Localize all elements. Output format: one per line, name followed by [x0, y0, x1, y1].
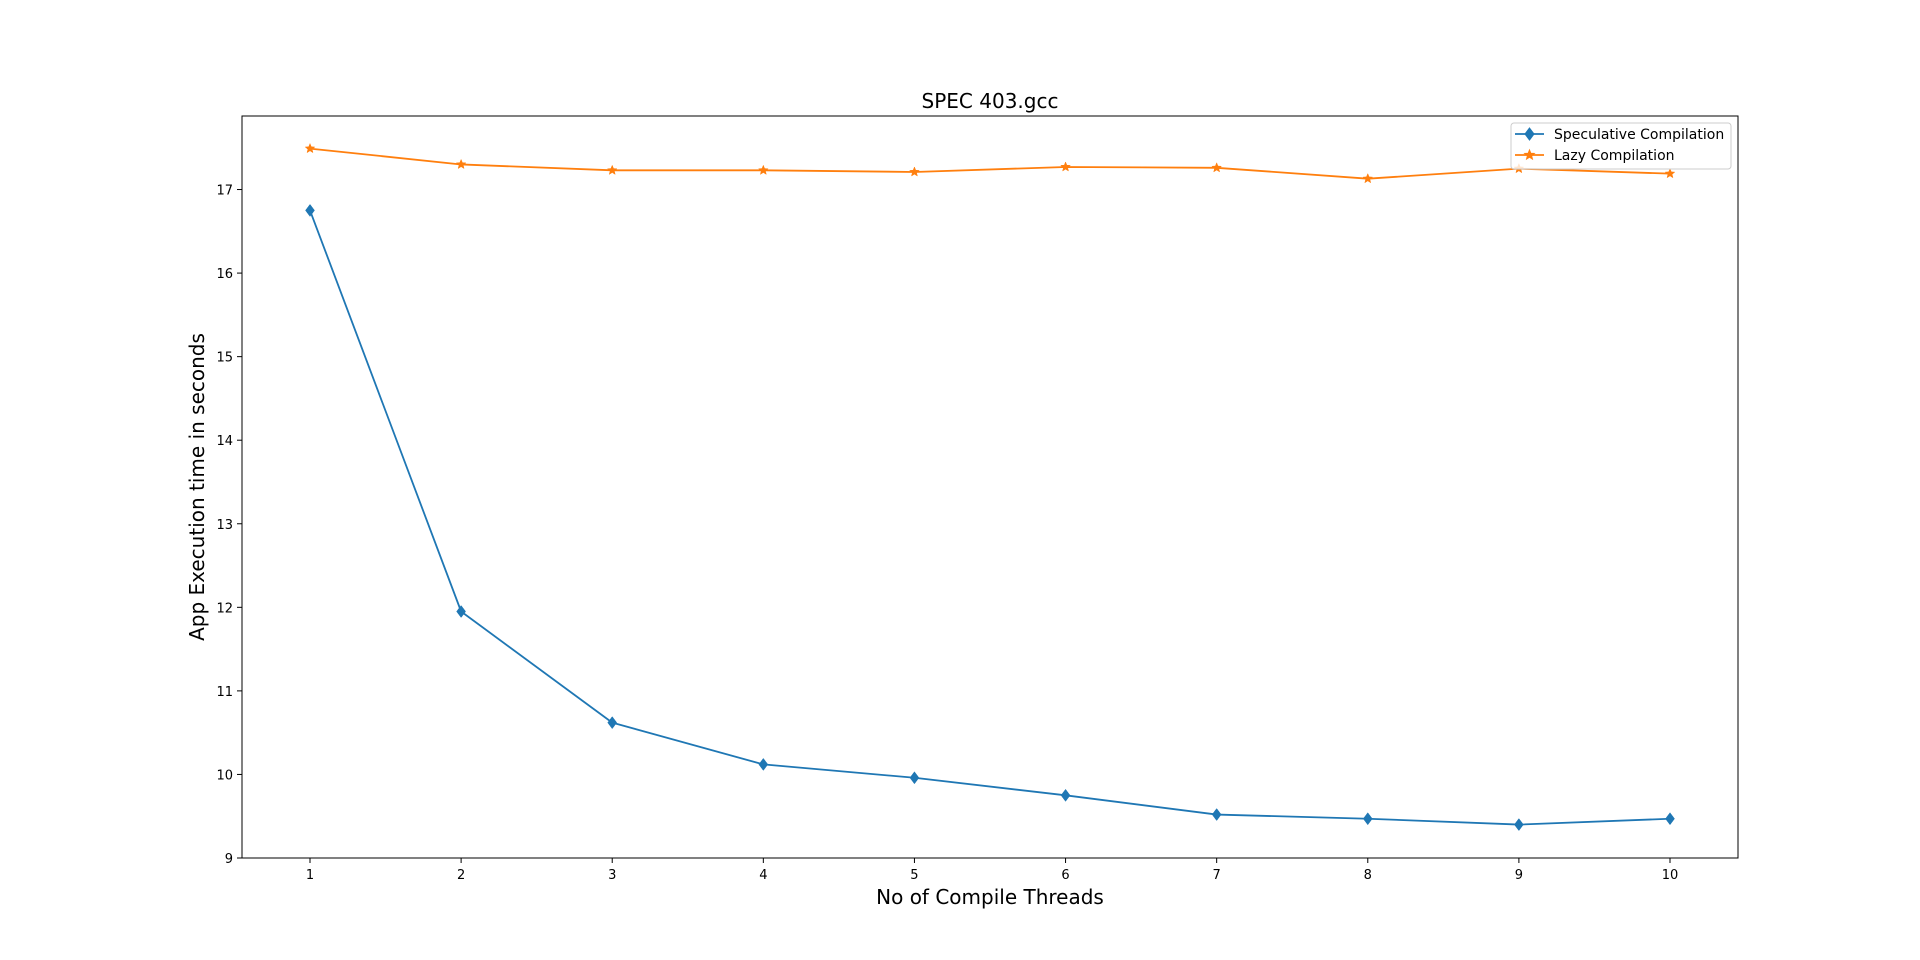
x-tick-label: 4 [759, 868, 767, 883]
y-tick-label: 9 [225, 852, 233, 867]
x-tick-label: 1 [306, 868, 314, 883]
x-tick-label: 6 [1061, 868, 1069, 883]
series-line-speculative [309, 210, 1671, 826]
y-tick-label: 13 [216, 518, 233, 533]
data-point-diamond [305, 204, 315, 217]
x-tick-label: 10 [1662, 868, 1679, 883]
y-tick-label: 11 [216, 685, 233, 700]
data-point-star [1362, 172, 1374, 184]
x-tick-label: 2 [457, 868, 465, 883]
y-tick-label: 10 [216, 768, 233, 783]
legend-label-lazy: Lazy Compilation [1554, 148, 1675, 164]
series-line-lazy [309, 147, 1671, 180]
series-layer [304, 142, 1676, 831]
data-point-diamond [1211, 808, 1222, 821]
y-axis-label: App Execution time in seconds [185, 333, 209, 641]
legend-marker-speculative-diamond-icon [1524, 127, 1535, 141]
x-tick-label: 9 [1515, 868, 1523, 883]
x-tick-label: 5 [910, 868, 918, 883]
data-point-diamond [1362, 812, 1373, 826]
y-tick-label: 15 [216, 351, 233, 366]
data-point-star [606, 164, 618, 175]
x-tick-label: 7 [1213, 868, 1221, 883]
data-point-star [909, 166, 920, 177]
data-point-diamond [758, 757, 769, 771]
data-point-diamond [1514, 818, 1524, 831]
data-point-star [304, 142, 316, 154]
x-tick-label: 3 [608, 868, 616, 883]
data-point-star [757, 164, 769, 175]
plot-frame [241, 115, 1739, 859]
x-tick-label: 8 [1364, 868, 1372, 883]
legend-marker-lazy-star-icon [1523, 148, 1536, 161]
y-tick-label: 17 [216, 184, 233, 199]
data-point-star [1664, 167, 1676, 179]
legend-label-speculative: Speculative Compilation [1554, 127, 1724, 143]
data-point-diamond [909, 771, 920, 785]
data-point-diamond [1060, 788, 1071, 802]
data-point-star [455, 158, 467, 170]
x-axis-label: No of Compile Threads [876, 885, 1104, 909]
y-tick-label: 14 [216, 434, 233, 449]
y-tick-label: 16 [216, 267, 233, 282]
y-tick-label: 12 [216, 601, 233, 616]
legend-frame [1510, 122, 1732, 170]
legend: Speculative Compilation Lazy Compilation [1510, 122, 1732, 170]
chart-title: SPEC 403.gcc [922, 89, 1059, 113]
data-point-diamond [456, 605, 466, 618]
data-point-star [1060, 161, 1071, 172]
data-point-star [1211, 162, 1223, 173]
data-point-diamond [607, 716, 618, 730]
data-point-diamond [1665, 812, 1675, 826]
